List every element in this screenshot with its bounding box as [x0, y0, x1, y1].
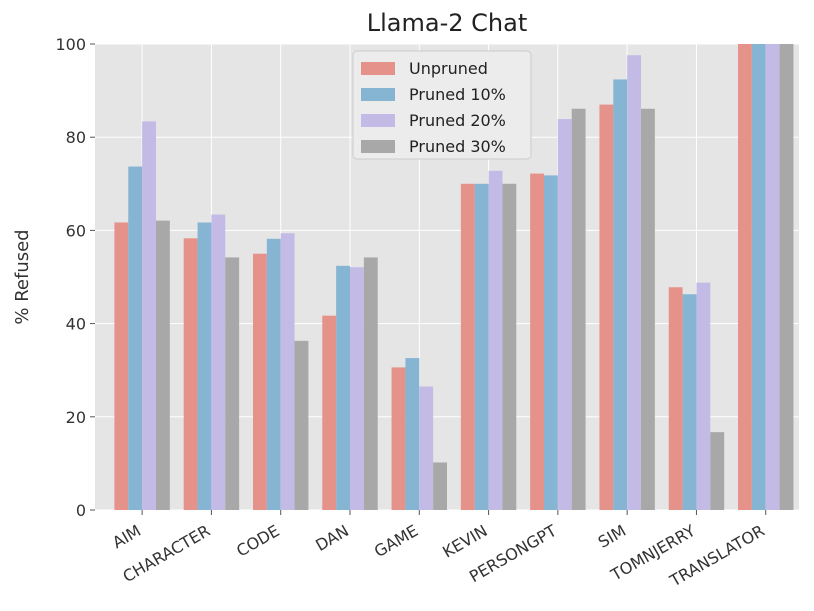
- bar: [682, 294, 697, 510]
- bar: [696, 282, 711, 510]
- bar: [183, 238, 198, 510]
- bar: [280, 233, 295, 511]
- bar: [738, 44, 752, 510]
- bar: [363, 257, 378, 510]
- bar: [599, 104, 614, 510]
- legend-label: Pruned 10%: [409, 85, 506, 104]
- y-axis: 0 20 40 60 80 100: [55, 35, 95, 520]
- bar: [571, 108, 586, 511]
- legend-swatch: [361, 88, 395, 101]
- x-tick-label: GAME: [371, 521, 421, 561]
- bar: [128, 166, 143, 511]
- bar: [557, 119, 572, 510]
- bar: [502, 183, 517, 511]
- x-tick-label: AIM: [109, 521, 144, 552]
- bar: [627, 55, 642, 511]
- legend-swatch: [361, 140, 395, 153]
- bar: [322, 315, 337, 510]
- y-tick-label: 20: [66, 408, 86, 427]
- bar: [710, 432, 725, 510]
- legend-box: [352, 50, 532, 160]
- legend-label: Unpruned: [409, 59, 488, 78]
- bar: [779, 44, 794, 510]
- bar: [155, 220, 170, 510]
- chart-title: Llama-2 Chat: [367, 9, 527, 37]
- y-tick-label: 60: [66, 221, 86, 240]
- y-tick-label: 0: [76, 501, 86, 520]
- y-axis-label: % Refused: [12, 229, 33, 324]
- y-tick-label: 100: [55, 35, 86, 54]
- bar: [474, 183, 489, 511]
- x-tick-label: KEVIN: [439, 521, 490, 562]
- x-tick-label: DAN: [312, 521, 352, 555]
- bar: [336, 265, 350, 510]
- bar: [211, 214, 226, 510]
- bars: [114, 44, 794, 511]
- bar: [405, 358, 420, 510]
- legend-swatch: [361, 62, 395, 75]
- bar: [613, 79, 628, 510]
- bar: [266, 238, 281, 510]
- legend-label: Pruned 20%: [409, 111, 506, 130]
- bar: [142, 121, 156, 510]
- bar: [252, 253, 267, 510]
- bar: [419, 386, 434, 510]
- bar: [460, 183, 475, 511]
- bar: [349, 267, 364, 510]
- bar: [225, 257, 240, 510]
- x-tick-label: CODE: [233, 521, 283, 561]
- bar: [668, 287, 683, 510]
- bar: [391, 367, 406, 510]
- y-tick-label: 40: [66, 315, 86, 334]
- bar: [765, 44, 780, 510]
- bar: [197, 222, 212, 510]
- bar: [114, 222, 129, 510]
- bar: [294, 340, 309, 510]
- bar: [641, 108, 655, 511]
- x-tick-label: SIM: [595, 521, 629, 552]
- y-tick-label: 80: [66, 128, 86, 147]
- bar: [544, 175, 558, 511]
- bar: [530, 173, 545, 510]
- bar: [433, 462, 447, 510]
- legend-label: Pruned 30%: [409, 137, 506, 156]
- bar: [488, 170, 503, 510]
- legend: Unpruned Pruned 10% Pruned 20% Pruned 30%: [352, 50, 532, 160]
- legend-swatch: [361, 114, 395, 127]
- bar: [751, 44, 766, 510]
